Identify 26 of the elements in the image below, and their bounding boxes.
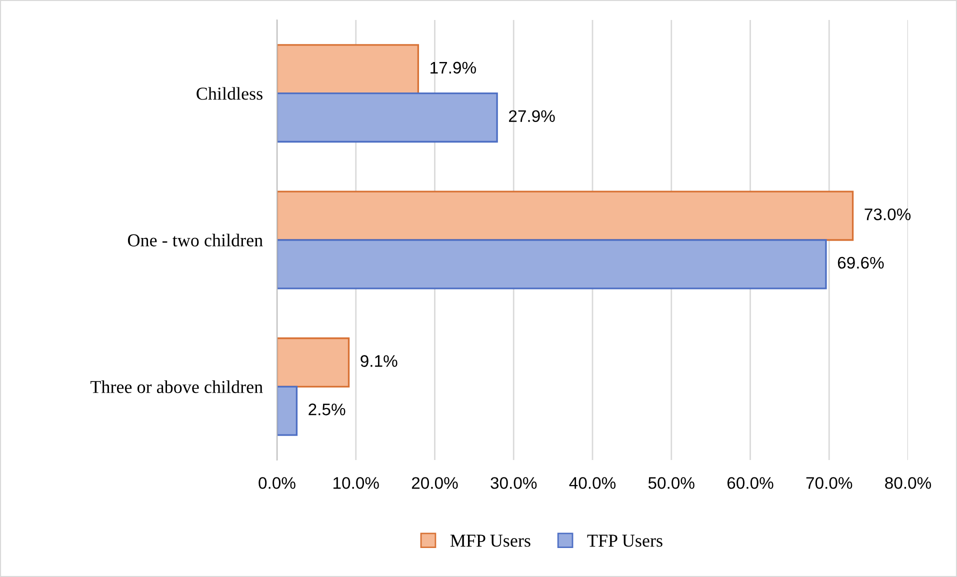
bar bbox=[277, 92, 498, 143]
bar bbox=[277, 44, 420, 94]
x-tick-label: 50.0% bbox=[648, 477, 694, 489]
data-label: 9.1% bbox=[360, 355, 398, 367]
y-tick-label: One - two children bbox=[128, 234, 263, 246]
x-tick-label: 70.0% bbox=[806, 477, 852, 489]
data-label: 2.5% bbox=[308, 404, 346, 416]
data-label: 17.9% bbox=[430, 62, 476, 74]
x-tick-label: 60.0% bbox=[727, 477, 774, 489]
bar bbox=[277, 337, 350, 388]
x-tick-label: 30.0% bbox=[490, 477, 537, 489]
legend-label: MFP Users bbox=[450, 534, 530, 547]
data-label: 69.6% bbox=[838, 256, 884, 269]
data-label: 73.0% bbox=[864, 208, 911, 220]
bar bbox=[277, 190, 854, 241]
x-tick-label: 10.0% bbox=[334, 477, 379, 489]
y-tick-label: Three or above children bbox=[90, 380, 263, 394]
y-tick-label: Childless bbox=[196, 87, 262, 100]
x-tick-label: 20.0% bbox=[412, 477, 458, 489]
x-tick-label: 80.0% bbox=[885, 477, 932, 489]
data-label: 27.9% bbox=[509, 110, 555, 122]
x-tick-label: 40.0% bbox=[569, 477, 616, 489]
bar bbox=[277, 386, 298, 436]
legend-label: TFP Users bbox=[587, 534, 662, 547]
x-tick-label: 0.0% bbox=[258, 477, 296, 489]
bar bbox=[277, 239, 827, 290]
